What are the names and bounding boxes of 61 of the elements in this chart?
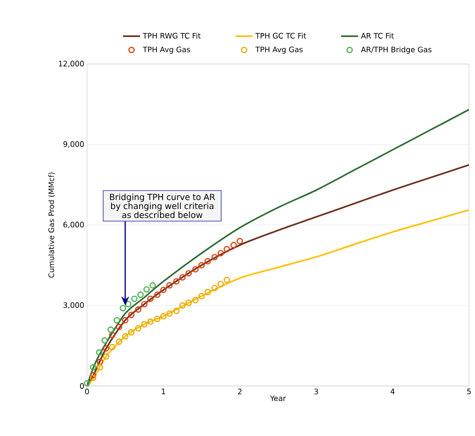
point bbox=[101, 337, 108, 344]
point bbox=[192, 266, 199, 272]
point bbox=[90, 374, 96, 382]
point bbox=[102, 353, 110, 360]
point bbox=[109, 344, 116, 350]
point bbox=[166, 282, 173, 289]
point bbox=[114, 317, 120, 324]
point bbox=[160, 286, 167, 294]
point bbox=[96, 364, 104, 370]
point bbox=[150, 282, 156, 289]
point bbox=[141, 300, 148, 308]
point bbox=[154, 316, 160, 322]
point bbox=[147, 296, 154, 302]
point bbox=[236, 238, 244, 244]
point bbox=[198, 292, 205, 300]
point bbox=[224, 276, 230, 284]
point bbox=[116, 324, 122, 330]
point bbox=[109, 332, 116, 338]
point bbox=[179, 302, 186, 309]
point bbox=[211, 254, 218, 260]
point bbox=[134, 306, 142, 313]
point bbox=[154, 292, 160, 298]
point bbox=[96, 358, 104, 366]
point bbox=[122, 317, 128, 324]
point bbox=[185, 300, 192, 306]
point bbox=[224, 246, 230, 252]
point bbox=[185, 270, 192, 276]
point bbox=[179, 274, 186, 281]
annotation: Bridging TPH curve to AR by changing well criteria as described below bbox=[110, 194, 215, 218]
point bbox=[141, 321, 148, 328]
point bbox=[192, 296, 199, 304]
point bbox=[107, 326, 114, 333]
point bbox=[160, 313, 167, 320]
point bbox=[166, 310, 173, 317]
point bbox=[204, 288, 211, 296]
point bbox=[128, 312, 135, 318]
point bbox=[128, 329, 135, 336]
point bbox=[122, 333, 128, 340]
point bbox=[134, 325, 142, 332]
point bbox=[120, 304, 126, 312]
point bbox=[218, 280, 224, 288]
point bbox=[90, 372, 96, 378]
point bbox=[102, 345, 110, 352]
line-series bbox=[87, 209, 470, 386]
point bbox=[147, 318, 154, 325]
point bbox=[137, 292, 144, 298]
point bbox=[90, 364, 96, 370]
point bbox=[125, 300, 132, 308]
point bbox=[131, 296, 138, 302]
point bbox=[230, 242, 237, 248]
point bbox=[173, 278, 180, 285]
point bbox=[218, 250, 224, 256]
point bbox=[143, 286, 150, 293]
line-series bbox=[87, 108, 470, 386]
point bbox=[211, 284, 218, 292]
point bbox=[116, 338, 122, 345]
point bbox=[173, 308, 180, 314]
point bbox=[84, 380, 90, 386]
point bbox=[198, 262, 205, 268]
point bbox=[96, 349, 102, 356]
point bbox=[204, 258, 211, 264]
